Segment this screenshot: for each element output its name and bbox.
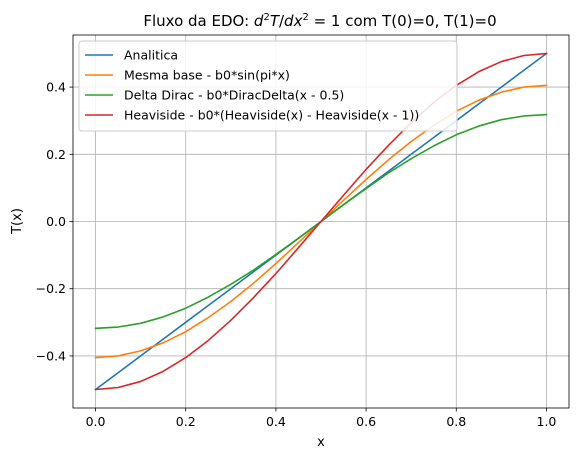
axis-ticks: 0.0 0.2 0.4 0.6 0.8 1.0 −0.4 −0.2 0.0 0.2 0.4 [36, 80, 557, 429]
x-tick-label: 0.0 [86, 414, 106, 429]
y-tick-label: −0.4 [36, 348, 66, 363]
y-tick-label: 0.4 [46, 80, 66, 95]
x-tick-label: 0.8 [446, 414, 466, 429]
x-tick-label: 0.6 [356, 414, 376, 429]
legend-label-2: Mesma base - b0*sin(pi*x) [124, 68, 290, 83]
y-tick-label: 0.0 [46, 214, 66, 229]
x-tick-label: 1.0 [537, 414, 557, 429]
legend-label-3: Delta Dirac - b0*DiracDelta(x - 0.5) [124, 88, 344, 103]
series-line-4 [94, 52, 548, 391]
y-tick-label: 0.2 [46, 147, 66, 162]
plot-series [94, 52, 548, 391]
legend-box [78, 40, 458, 132]
y-axis-label: T(x) [10, 208, 25, 235]
legend-label-4: Heaviside - b0*(Heaviside(x) - Heaviside… [124, 108, 419, 123]
x-axis-label: x [317, 435, 325, 450]
chart-title: Fluxo da EDO: d2T/dx2 = 1 com T(0)=0, T(… [143, 12, 496, 30]
x-tick-label: 0.2 [176, 414, 196, 429]
legend: Analitica Mesma base - b0*sin(pi*x) Delta … [78, 40, 458, 132]
x-tick-label: 0.4 [266, 414, 286, 429]
y-tick-label: −0.2 [36, 281, 66, 296]
legend-label-1: Analitica [124, 48, 178, 63]
